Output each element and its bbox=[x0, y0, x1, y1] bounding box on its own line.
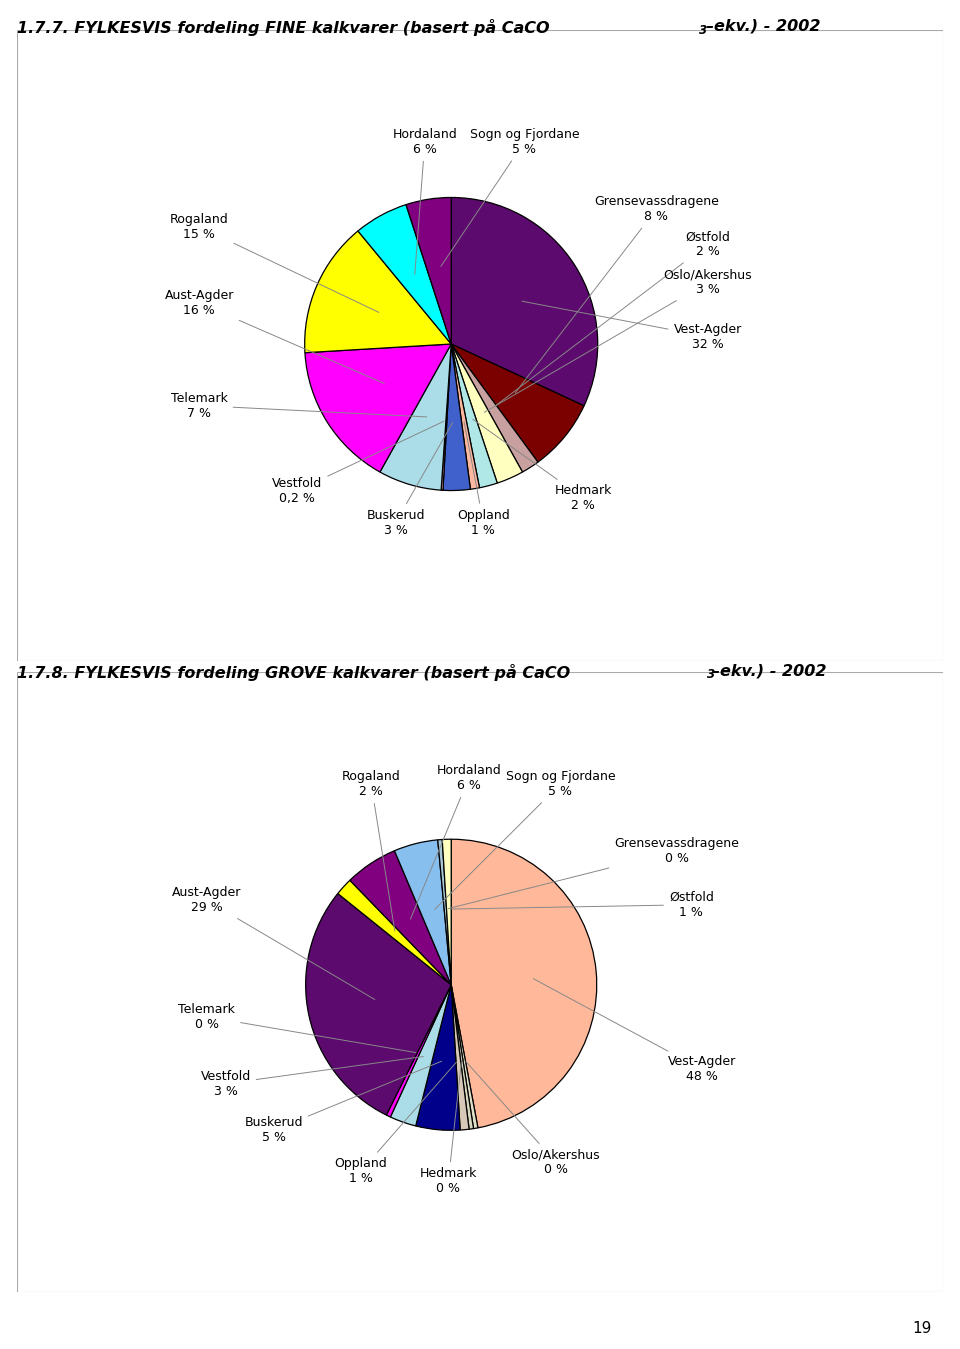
Text: Grensevassdragene
8 %: Grensevassdragene 8 % bbox=[516, 196, 719, 393]
Text: 3: 3 bbox=[699, 23, 708, 36]
Text: Sogn og Fjordane
5 %: Sogn og Fjordane 5 % bbox=[435, 770, 615, 909]
Wedge shape bbox=[443, 839, 451, 985]
Text: 1.7.7. FYLKESVIS fordeling FINE kalkvarer (basert på CaCO: 1.7.7. FYLKESVIS fordeling FINE kalkvare… bbox=[17, 19, 550, 36]
Wedge shape bbox=[451, 344, 538, 472]
Text: Aust-Agder
29 %: Aust-Agder 29 % bbox=[172, 886, 374, 1000]
Text: Vest-Agder
32 %: Vest-Agder 32 % bbox=[522, 301, 742, 351]
Text: 1.7.8. FYLKESVIS fordeling GROVE kalkvarer (basert på CaCO: 1.7.8. FYLKESVIS fordeling GROVE kalkvar… bbox=[17, 664, 570, 681]
Wedge shape bbox=[451, 985, 469, 1130]
Wedge shape bbox=[305, 344, 451, 472]
Text: Vest-Agder
48 %: Vest-Agder 48 % bbox=[534, 979, 735, 1083]
Text: –ekv.) - 2002: –ekv.) - 2002 bbox=[706, 19, 820, 34]
Wedge shape bbox=[451, 344, 522, 483]
Wedge shape bbox=[305, 893, 451, 1116]
Text: Oppland
1 %: Oppland 1 % bbox=[457, 422, 510, 537]
Wedge shape bbox=[416, 985, 460, 1130]
Text: 19: 19 bbox=[912, 1321, 931, 1336]
Wedge shape bbox=[338, 881, 451, 985]
Text: Hedmark
2 %: Hedmark 2 % bbox=[473, 420, 612, 511]
Text: Sogn og Fjordane
5 %: Sogn og Fjordane 5 % bbox=[441, 128, 579, 267]
Text: Østfold
1 %: Østfold 1 % bbox=[451, 890, 714, 919]
Text: Hordaland
6 %: Hordaland 6 % bbox=[393, 128, 457, 274]
Wedge shape bbox=[451, 985, 473, 1129]
Wedge shape bbox=[451, 839, 597, 1128]
Wedge shape bbox=[395, 840, 451, 985]
Text: Telemark
7 %: Telemark 7 % bbox=[171, 391, 427, 420]
Text: Vestfold
0,2 %: Vestfold 0,2 % bbox=[273, 421, 444, 505]
Text: Rogaland
15 %: Rogaland 15 % bbox=[170, 213, 379, 313]
Text: Vestfold
3 %: Vestfold 3 % bbox=[201, 1056, 423, 1098]
Wedge shape bbox=[441, 344, 451, 490]
Wedge shape bbox=[391, 985, 451, 1126]
Wedge shape bbox=[443, 344, 470, 491]
Text: Rogaland
2 %: Rogaland 2 % bbox=[342, 770, 400, 931]
Wedge shape bbox=[386, 985, 451, 1117]
Text: Oppland
1 %: Oppland 1 % bbox=[335, 1062, 456, 1184]
Text: Hordaland
6 %: Hordaland 6 % bbox=[411, 764, 501, 919]
Wedge shape bbox=[451, 344, 479, 490]
Text: Telemark
0 %: Telemark 0 % bbox=[179, 1002, 416, 1052]
Text: Østfold
2 %: Østfold 2 % bbox=[494, 231, 730, 406]
Wedge shape bbox=[304, 231, 451, 352]
Wedge shape bbox=[451, 985, 478, 1129]
Text: Grensevassdragene
0 %: Grensevassdragene 0 % bbox=[448, 836, 739, 909]
Wedge shape bbox=[451, 344, 584, 463]
Text: Buskerud
3 %: Buskerud 3 % bbox=[367, 422, 453, 537]
Text: Aust-Agder
16 %: Aust-Agder 16 % bbox=[164, 289, 384, 383]
Text: Oslo/Akershus
0 %: Oslo/Akershus 0 % bbox=[466, 1062, 600, 1176]
Wedge shape bbox=[380, 344, 451, 490]
Text: Oslo/Akershus
3 %: Oslo/Akershus 3 % bbox=[484, 268, 752, 413]
Text: Buskerud
5 %: Buskerud 5 % bbox=[245, 1062, 442, 1144]
Wedge shape bbox=[451, 344, 497, 488]
Text: 3: 3 bbox=[707, 669, 714, 681]
Text: Hedmark
0 %: Hedmark 0 % bbox=[420, 1063, 477, 1195]
Text: –ekv.) - 2002: –ekv.) - 2002 bbox=[712, 664, 827, 679]
Wedge shape bbox=[406, 197, 451, 344]
Wedge shape bbox=[451, 197, 598, 406]
Wedge shape bbox=[438, 839, 451, 985]
Wedge shape bbox=[349, 851, 451, 985]
Wedge shape bbox=[358, 205, 451, 344]
